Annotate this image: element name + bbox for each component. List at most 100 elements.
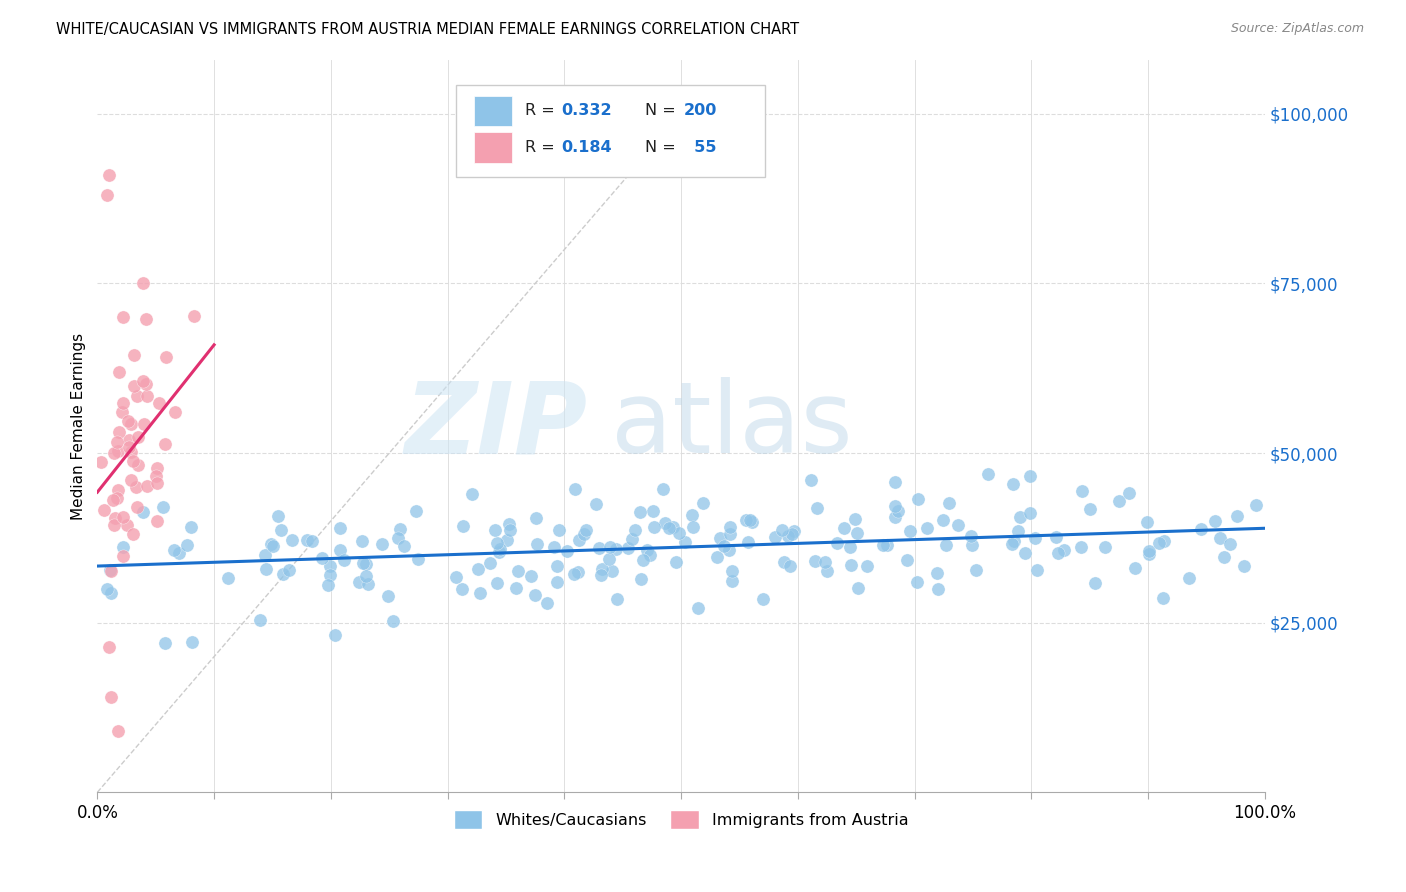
- Point: [1153, 534, 1175, 549]
- Point: [815, 565, 838, 579]
- Point: [118, 440, 141, 454]
- Point: [1094, 540, 1116, 554]
- Point: [709, 531, 731, 545]
- Point: [107, 483, 129, 497]
- Point: [122, 379, 145, 393]
- Point: [318, 559, 340, 574]
- Point: [839, 558, 862, 573]
- Point: [1071, 484, 1094, 499]
- Point: [96, 582, 118, 597]
- Point: [352, 534, 374, 549]
- Point: [643, 519, 665, 533]
- Point: [1191, 522, 1213, 536]
- Point: [259, 537, 281, 551]
- Point: [354, 568, 377, 582]
- FancyBboxPatch shape: [456, 86, 765, 177]
- Point: [636, 543, 658, 558]
- Point: [546, 575, 568, 590]
- Point: [641, 503, 664, 517]
- Point: [1000, 537, 1022, 551]
- Point: [135, 312, 157, 326]
- Point: [1047, 546, 1070, 560]
- Point: [1226, 509, 1249, 524]
- Point: [673, 534, 696, 549]
- Point: [104, 511, 127, 525]
- Point: [713, 539, 735, 553]
- Point: [721, 574, 744, 588]
- Point: [1108, 494, 1130, 508]
- Point: [1045, 530, 1067, 544]
- Text: WHITE/CAUCASIAN VS IMMIGRANTS FROM AUSTRIA MEDIAN FEMALE EARNINGS CORRELATION CH: WHITE/CAUCASIAN VS IMMIGRANTS FROM AUSTR…: [56, 22, 800, 37]
- Point: [718, 543, 741, 558]
- Point: [1070, 540, 1092, 554]
- Point: [602, 564, 624, 578]
- Point: [588, 541, 610, 555]
- Point: [606, 592, 628, 607]
- Point: [1123, 561, 1146, 575]
- Point: [112, 396, 135, 410]
- Text: 0.332: 0.332: [561, 103, 612, 119]
- Point: [692, 496, 714, 510]
- Point: [778, 529, 800, 543]
- Point: [505, 581, 527, 595]
- Point: [405, 504, 427, 518]
- Point: [621, 532, 644, 546]
- Point: [132, 277, 155, 291]
- Point: [770, 524, 793, 538]
- Point: [122, 526, 145, 541]
- Point: [905, 575, 928, 590]
- Point: [925, 566, 948, 580]
- Point: [631, 552, 654, 566]
- Point: [271, 566, 294, 581]
- Point: [112, 510, 135, 524]
- Point: [107, 444, 129, 458]
- Point: [316, 578, 339, 592]
- Point: [1244, 499, 1267, 513]
- Point: [884, 499, 907, 513]
- Point: [496, 533, 519, 547]
- Text: Source: ZipAtlas.com: Source: ZipAtlas.com: [1230, 22, 1364, 36]
- Point: [176, 537, 198, 551]
- Point: [896, 553, 918, 567]
- Point: [318, 567, 340, 582]
- Point: [450, 582, 472, 596]
- Point: [718, 527, 741, 541]
- Point: [103, 517, 125, 532]
- Point: [451, 519, 474, 533]
- Point: [706, 550, 728, 565]
- Point: [1019, 468, 1042, 483]
- Point: [536, 596, 558, 610]
- Point: [718, 520, 741, 534]
- Point: [681, 508, 703, 522]
- Text: atlas: atlas: [612, 377, 852, 475]
- Point: [352, 556, 374, 570]
- Text: R =: R =: [524, 140, 560, 155]
- Point: [665, 555, 688, 569]
- Point: [654, 516, 676, 530]
- Point: [135, 377, 157, 392]
- Point: [780, 527, 803, 541]
- Point: [546, 558, 568, 573]
- Point: [834, 521, 856, 535]
- Point: [127, 458, 149, 472]
- Point: [598, 552, 620, 566]
- Point: [387, 531, 409, 545]
- Point: [254, 549, 277, 563]
- Point: [311, 550, 333, 565]
- Point: [134, 417, 156, 431]
- Point: [155, 636, 177, 650]
- Point: [98, 168, 121, 182]
- Point: [377, 589, 399, 603]
- Point: [585, 497, 607, 511]
- Point: [1137, 547, 1160, 561]
- Point: [332, 553, 354, 567]
- Point: [1018, 506, 1040, 520]
- Point: [526, 537, 548, 551]
- Point: [392, 539, 415, 553]
- Point: [357, 576, 380, 591]
- Point: [638, 548, 661, 562]
- Point: [932, 514, 955, 528]
- Point: [270, 524, 292, 538]
- Point: [589, 568, 612, 582]
- Point: [485, 575, 508, 590]
